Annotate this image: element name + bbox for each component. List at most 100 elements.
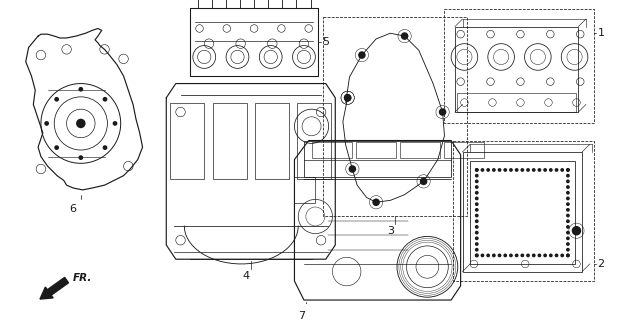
Circle shape xyxy=(475,253,479,257)
Circle shape xyxy=(475,202,479,206)
Circle shape xyxy=(475,231,479,235)
Circle shape xyxy=(566,219,570,223)
Circle shape xyxy=(566,225,570,229)
Text: FR.: FR. xyxy=(73,273,93,283)
Circle shape xyxy=(44,121,49,126)
Circle shape xyxy=(492,253,496,257)
Bar xyxy=(323,17,467,217)
Circle shape xyxy=(103,145,108,150)
Circle shape xyxy=(538,253,541,257)
Bar xyxy=(355,142,396,158)
Circle shape xyxy=(543,168,547,172)
Circle shape xyxy=(526,168,530,172)
Circle shape xyxy=(475,219,479,223)
Circle shape xyxy=(78,87,83,92)
Circle shape xyxy=(566,180,570,183)
Circle shape xyxy=(561,168,564,172)
Circle shape xyxy=(515,253,519,257)
Bar xyxy=(170,102,204,179)
Circle shape xyxy=(566,191,570,195)
Circle shape xyxy=(78,155,83,160)
Text: 4: 4 xyxy=(242,271,250,281)
Circle shape xyxy=(54,145,59,150)
Circle shape xyxy=(372,198,380,206)
Circle shape xyxy=(566,196,570,200)
Circle shape xyxy=(572,226,581,236)
Circle shape xyxy=(481,253,485,257)
Bar xyxy=(455,27,578,112)
Circle shape xyxy=(475,168,479,172)
Circle shape xyxy=(475,191,479,195)
Circle shape xyxy=(566,253,570,257)
Circle shape xyxy=(401,32,408,40)
Circle shape xyxy=(566,174,570,178)
Circle shape xyxy=(481,168,485,172)
Circle shape xyxy=(475,196,479,200)
Bar xyxy=(255,102,289,179)
Bar xyxy=(213,102,247,179)
Bar xyxy=(462,152,582,272)
Bar xyxy=(311,142,352,158)
Circle shape xyxy=(103,97,108,102)
Circle shape xyxy=(566,202,570,206)
Circle shape xyxy=(486,253,490,257)
Circle shape xyxy=(566,214,570,217)
Text: 2: 2 xyxy=(598,259,604,269)
Bar xyxy=(444,10,593,124)
Text: 6: 6 xyxy=(70,204,77,214)
Circle shape xyxy=(475,185,479,189)
Circle shape xyxy=(549,253,552,257)
Circle shape xyxy=(549,168,552,172)
Circle shape xyxy=(566,242,570,246)
Circle shape xyxy=(566,231,570,235)
FancyArrow shape xyxy=(40,277,69,299)
Circle shape xyxy=(520,168,524,172)
Bar xyxy=(297,102,331,179)
Bar xyxy=(444,142,484,158)
Circle shape xyxy=(475,168,479,172)
Circle shape xyxy=(566,236,570,240)
Circle shape xyxy=(475,236,479,240)
Circle shape xyxy=(475,174,479,178)
Circle shape xyxy=(503,253,507,257)
Bar xyxy=(399,142,440,158)
Circle shape xyxy=(566,185,570,189)
Circle shape xyxy=(566,253,570,257)
Circle shape xyxy=(520,253,524,257)
Circle shape xyxy=(497,168,501,172)
Circle shape xyxy=(497,253,501,257)
Circle shape xyxy=(538,168,541,172)
Text: 3: 3 xyxy=(387,226,394,236)
Text: 1: 1 xyxy=(598,28,604,38)
Circle shape xyxy=(509,253,513,257)
Circle shape xyxy=(554,253,559,257)
Circle shape xyxy=(486,168,490,172)
Circle shape xyxy=(344,94,352,101)
Circle shape xyxy=(543,253,547,257)
Circle shape xyxy=(566,208,570,212)
Circle shape xyxy=(475,180,479,183)
Circle shape xyxy=(515,168,519,172)
Circle shape xyxy=(358,51,366,59)
Bar xyxy=(453,140,593,281)
Circle shape xyxy=(532,168,536,172)
Circle shape xyxy=(475,242,479,246)
Circle shape xyxy=(554,168,559,172)
Circle shape xyxy=(503,168,507,172)
Bar xyxy=(457,93,577,112)
Circle shape xyxy=(475,253,479,257)
Circle shape xyxy=(349,165,356,173)
Circle shape xyxy=(566,168,570,172)
Circle shape xyxy=(475,214,479,217)
Circle shape xyxy=(509,168,513,172)
Circle shape xyxy=(54,97,59,102)
Circle shape xyxy=(76,119,85,128)
Bar xyxy=(294,177,315,203)
Circle shape xyxy=(420,178,428,185)
Circle shape xyxy=(492,168,496,172)
Circle shape xyxy=(526,253,530,257)
Circle shape xyxy=(439,108,446,116)
Circle shape xyxy=(475,248,479,252)
Circle shape xyxy=(566,248,570,252)
Bar xyxy=(304,140,451,177)
